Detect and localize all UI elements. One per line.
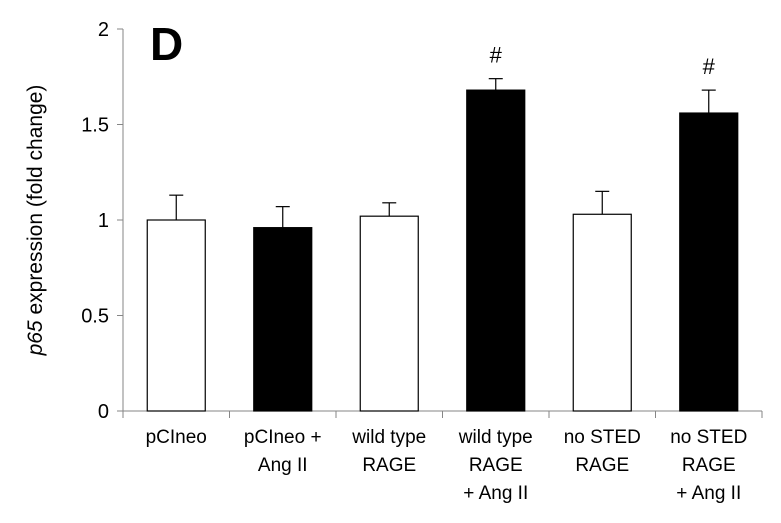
bar [679, 112, 739, 412]
bars: # # [146, 43, 739, 412]
category-label: pCIneo + [244, 427, 322, 448]
y-axis-title-rest: expression (fold change) [24, 85, 47, 321]
category-label: pCIneo [146, 427, 207, 448]
category-label: RAGE [682, 455, 736, 476]
category-label: wild type [458, 427, 533, 448]
bar [572, 213, 632, 412]
category-label: RAGE [469, 455, 523, 476]
bar [146, 219, 206, 412]
category-label: RAGE [362, 455, 416, 476]
y-axis-title: p65 expression (fold change) [24, 85, 47, 357]
axes: 0 0.5 1 1.5 2 [81, 19, 763, 423]
category-labels: pCIneo pCIneo + Ang II wild type RAGE wild ty… [146, 427, 748, 504]
significance-mark: # [490, 43, 503, 68]
y-tick-label: 0.5 [81, 306, 109, 328]
y-tick-label: 1.5 [81, 115, 109, 137]
category-label: + Ang II [676, 483, 741, 504]
category-label: Ang II [258, 455, 308, 476]
panel-label: D [150, 18, 183, 70]
category-label: RAGE [575, 455, 629, 476]
y-tick-label: 2 [98, 19, 109, 41]
bar [359, 215, 419, 412]
category-label: no STED [564, 427, 641, 448]
category-label: + Ang II [463, 483, 528, 504]
category-label: wild type [351, 427, 426, 448]
y-tick-label: 0 [98, 401, 109, 423]
bar [253, 227, 313, 412]
category-label: no STED [670, 427, 747, 448]
y-tick-label: 1 [98, 210, 109, 232]
significance-mark: # [703, 54, 716, 79]
y-axis-title-italic: p65 [24, 320, 47, 356]
bar [466, 89, 526, 412]
